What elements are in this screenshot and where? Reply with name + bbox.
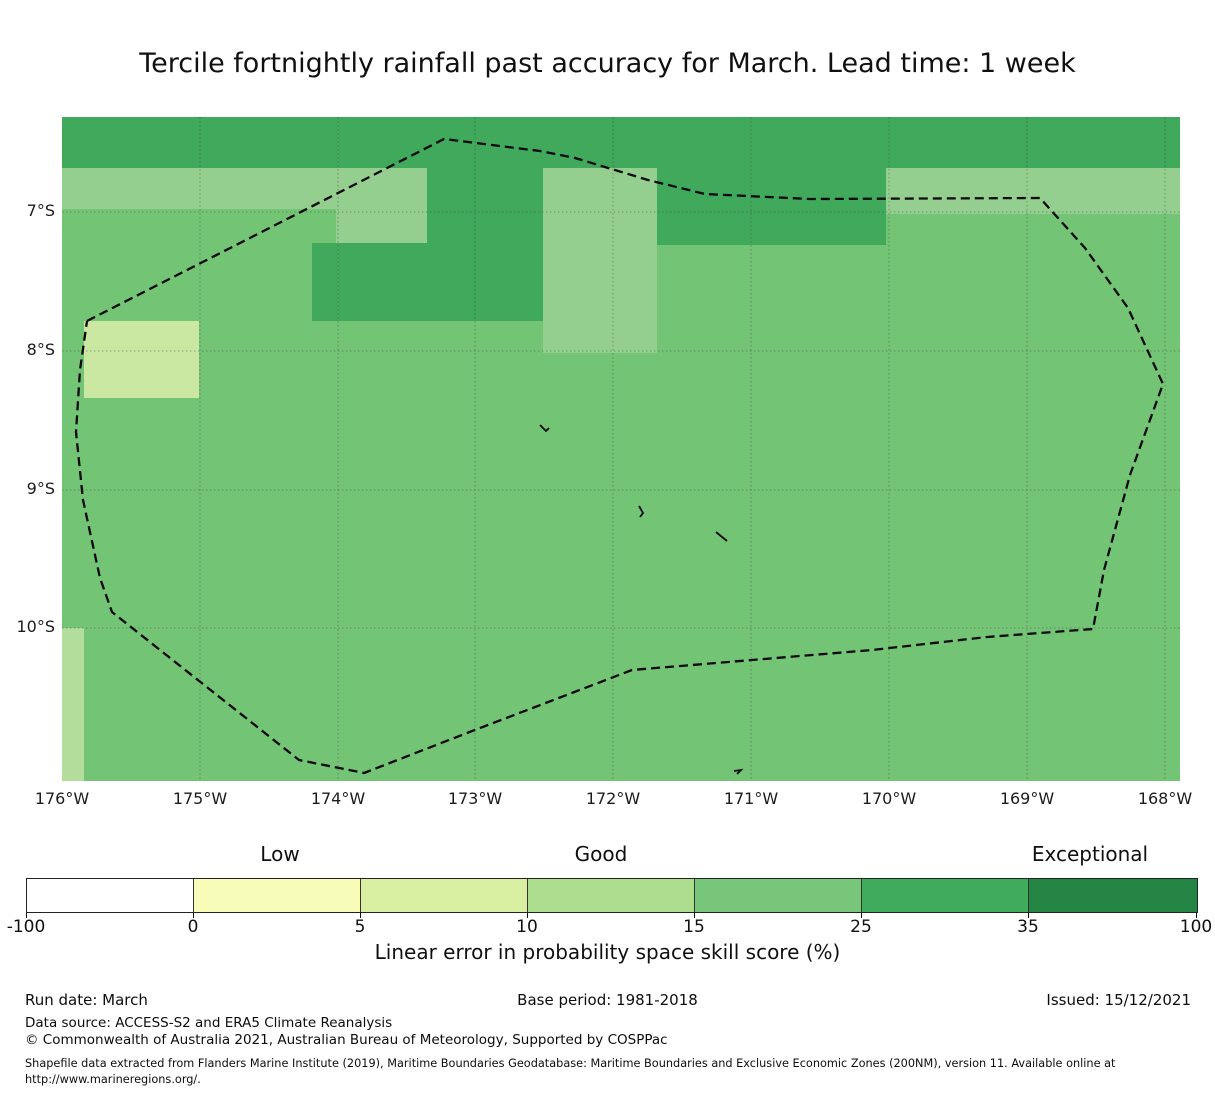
- island-boundary-mark: [638, 505, 645, 518]
- map-cell-lime-cell-175w: [84, 321, 199, 398]
- map-canvas: [62, 117, 1180, 781]
- base-period-text: Base period: 1981-2018: [517, 991, 698, 1009]
- colorbar-tick-mark: [861, 913, 862, 918]
- colorbar-tick-label: 10: [516, 917, 538, 937]
- x-tick-label: 170°W: [861, 789, 917, 808]
- map-overlay-svg: [62, 117, 1180, 781]
- colorbar-segment: [862, 879, 1029, 912]
- colorbar-tick-mark: [1196, 913, 1197, 918]
- x-tick-label: 172°W: [585, 789, 641, 808]
- x-tick-label: 174°W: [310, 789, 366, 808]
- x-tick-label: 168°W: [1137, 789, 1193, 808]
- copyright-text: © Commonwealth of Australia 2021, Austra…: [25, 1032, 668, 1048]
- colorbar-tick-label: 0: [187, 917, 199, 937]
- shapefile-note-text: Shapefile data extracted from Flanders M…: [25, 1057, 1116, 1070]
- map-cell-top-row-north: [62, 117, 1180, 168]
- island-boundary-mark: [715, 531, 728, 542]
- map-cell-light-174w: [336, 168, 427, 243]
- colorbar-segment: [528, 879, 695, 912]
- map-cell-light-row2-west: [62, 168, 336, 209]
- colorbar-tick-label: 25: [850, 917, 872, 937]
- map-cell-dark-block-174w: [312, 243, 427, 321]
- y-tick-label: 8°S: [26, 340, 55, 359]
- colorbar-segment: [27, 879, 194, 912]
- map-cell-dark-column-173w: [427, 168, 543, 321]
- issued-date-text: Issued: 15/12/2021: [1046, 991, 1191, 1009]
- colorbar-tick-label: 5: [354, 917, 366, 937]
- colorbar-tick-mark: [360, 913, 361, 918]
- x-tick-label: 175°W: [172, 789, 228, 808]
- eez-boundary-line: [74, 137, 1165, 775]
- y-tick-label: 9°S: [26, 479, 55, 498]
- shapefile-url-text: http://www.marineregions.org/.: [25, 1073, 201, 1086]
- colorbar-category-label: Good: [574, 842, 628, 866]
- y-tick-label: 10°S: [16, 617, 55, 636]
- colorbar-tick-mark: [527, 913, 528, 918]
- colorbar-segment: [361, 879, 528, 912]
- run-date-text: Run date: March: [25, 991, 148, 1009]
- y-tick-label: 7°S: [26, 201, 55, 220]
- x-tick-label: 171°W: [723, 789, 779, 808]
- colorbar-tick-mark: [1028, 913, 1029, 918]
- colorbar-segment: [194, 879, 361, 912]
- island-boundary-mark: [733, 768, 744, 775]
- map-cell-light-column-172w: [543, 168, 657, 353]
- map-cell-dark-block-171w: [657, 168, 886, 245]
- colorbar-category-label: Exceptional: [1031, 842, 1149, 866]
- colorbar-tick-mark: [193, 913, 194, 918]
- colorbar-tick-mark: [26, 913, 27, 918]
- x-tick-label: 176°W: [34, 789, 90, 808]
- colorbar: [26, 878, 1198, 913]
- colorbar-segment: [1029, 879, 1197, 912]
- island-boundary-mark: [539, 424, 550, 433]
- colorbar-tick-label: 15: [683, 917, 705, 937]
- colorbar-axis-label: Linear error in probability space skill …: [374, 940, 841, 964]
- x-tick-label: 173°W: [447, 789, 503, 808]
- x-tick-label: 169°W: [999, 789, 1055, 808]
- colorbar-tick-label: -100: [6, 917, 46, 937]
- colorbar-tick-mark: [694, 913, 695, 918]
- data-source-text: Data source: ACCESS-S2 and ERA5 Climate …: [25, 1015, 393, 1031]
- colorbar-category-label: Low: [260, 842, 300, 866]
- map-cell-strip-west-edge: [62, 628, 84, 781]
- map-cell-light-row2-east: [886, 168, 1180, 214]
- colorbar-tick-label: 100: [1179, 917, 1213, 937]
- chart-title: Tercile fortnightly rainfall past accura…: [139, 48, 1076, 79]
- colorbar-segment: [695, 879, 862, 912]
- colorbar-tick-label: 35: [1017, 917, 1039, 937]
